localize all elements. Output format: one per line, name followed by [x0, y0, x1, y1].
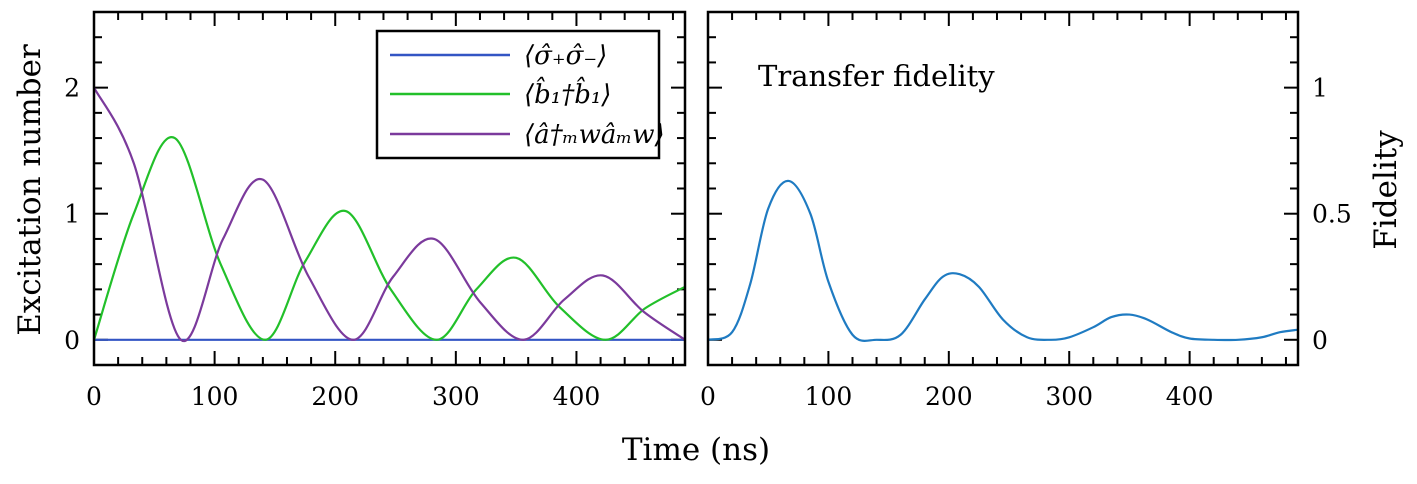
- left-ticks: [93, 11, 685, 366]
- series-line-0-1: [92, 136, 686, 341]
- legend-label-microwave: ⟨â†ₘwâₘw⟩: [524, 120, 665, 150]
- y-tick-label: 2: [64, 74, 80, 103]
- left-panel: 0 100 200 300 400 0 1 2 Excitation number ⟨σ̂₊σ…: [12, 10, 687, 411]
- x-tick-label: 0: [700, 382, 716, 411]
- x-axis-label: Time (ns): [622, 432, 770, 468]
- legend-label-sigma: ⟨σ̂₊σ̂₋⟩: [524, 41, 607, 71]
- x-tick-label: 300: [1045, 382, 1093, 411]
- left-series-lines: [92, 87, 686, 343]
- x-tick-label: 400: [1166, 382, 1214, 411]
- right-y-axis-label: Fidelity: [1368, 130, 1404, 250]
- x-tick-label: 400: [553, 382, 601, 411]
- right-ticks: [707, 11, 1298, 366]
- left-plot-frame: [92, 10, 687, 367]
- legend: ⟨σ̂₊σ̂₋⟩ ⟨b̂₁†b̂₁⟩ ⟨â†ₘwâₘw⟩: [375, 29, 665, 160]
- y-tick-label: 0: [64, 326, 80, 355]
- right-series-lines: [707, 179, 1299, 342]
- x-tick-label: 200: [311, 382, 359, 411]
- y-tick-label: 0: [1312, 326, 1328, 355]
- right-tick-labels: 0 100 200 300 400 0 0.5 1: [700, 74, 1352, 411]
- y-tick-label: 1: [64, 200, 80, 229]
- x-tick-label: 100: [805, 382, 853, 411]
- x-tick-label: 100: [191, 382, 239, 411]
- right-panel: 0 100 200 300 400 0 0.5 1 Transfer fidelity Fid…: [700, 10, 1404, 411]
- series-line-0-2: [93, 87, 686, 343]
- left-tick-labels: 0 100 200 300 400 0 1 2: [64, 74, 600, 411]
- series-line-1-0: [707, 179, 1299, 342]
- transfer-fidelity-annotation: Transfer fidelity: [758, 59, 995, 93]
- x-tick-label: 200: [925, 382, 973, 411]
- x-tick-label: 0: [86, 382, 102, 411]
- y-tick-label: 0.5: [1312, 200, 1352, 229]
- left-y-axis-label: Excitation number: [12, 44, 48, 336]
- right-plot-frame: [706, 10, 1300, 367]
- legend-label-phonon: ⟨b̂₁†b̂₁⟩: [524, 76, 611, 110]
- x-tick-label: 300: [432, 382, 480, 411]
- y-tick-label: 1: [1312, 74, 1328, 103]
